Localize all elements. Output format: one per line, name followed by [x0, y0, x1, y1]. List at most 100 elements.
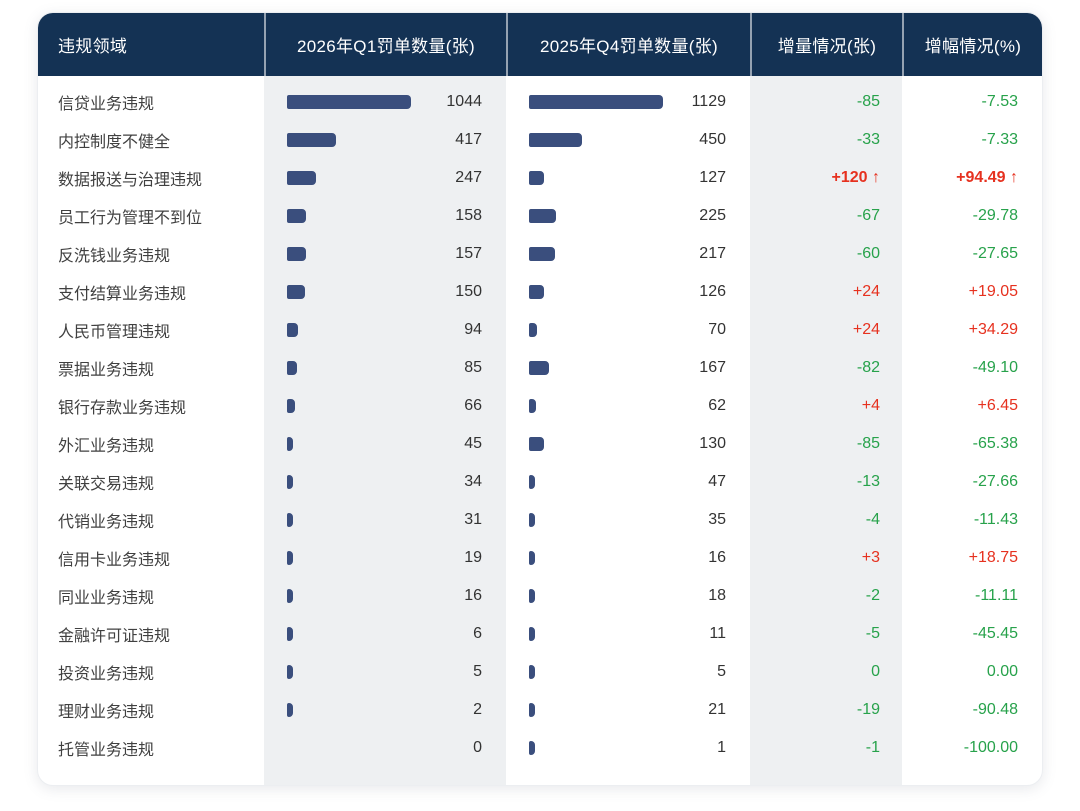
q4-value: 1129: [691, 93, 726, 110]
q4-bar: [529, 665, 535, 679]
q4-cell: 62: [506, 387, 750, 425]
q4-bar: [529, 171, 544, 185]
q1-bar: [287, 323, 298, 337]
q4-value: 70: [708, 321, 726, 338]
q4-bar: [529, 323, 537, 337]
q1-value: 417: [455, 131, 482, 148]
q4-bar: [529, 627, 535, 641]
row-label: 投资业务违规: [58, 666, 155, 683]
delta-column-stripe: [750, 76, 902, 785]
q1-bar: [287, 361, 297, 375]
q4-bar: [529, 513, 535, 527]
q1-cell: 16: [264, 577, 506, 615]
q1-value: 2: [473, 701, 482, 718]
table-row: 员工行为管理不到位 158 225 -67 -29.78: [38, 197, 1042, 235]
q4-value: 11: [709, 625, 726, 642]
table-row: 代销业务违规 31 35 -4 -11.43: [38, 501, 1042, 539]
q4-cell: 126: [506, 273, 750, 311]
table-row: 托管业务违规 0 1 -1 -100.00: [38, 729, 1042, 767]
row-label: 内控制度不健全: [58, 134, 171, 151]
table-row: 数据报送与治理违规 247 127 +120 ↑ +94.49 ↑: [38, 159, 1042, 197]
q1-cell: 6: [264, 615, 506, 653]
q4-value: 225: [699, 207, 726, 224]
row-label: 托管业务违规: [58, 742, 155, 759]
q4-cell: 21: [506, 691, 750, 729]
row-label: 外汇业务违规: [58, 438, 155, 455]
header-q1-count: 2026年Q1罚单数量(张): [264, 13, 506, 76]
row-label: 同业业务违规: [58, 590, 155, 607]
table-row: 理财业务违规 2 21 -19 -90.48: [38, 691, 1042, 729]
table-rows: 信贷业务违规 1044 1129 -85 -7.53 内控制度不健全 417 4…: [38, 83, 1042, 767]
q1-cell: 85: [264, 349, 506, 387]
q1-bar: [287, 133, 336, 147]
table-row: 人民币管理违规 94 70 +24 +34.29: [38, 311, 1042, 349]
q4-cell: 167: [506, 349, 750, 387]
q1-cell: 247: [264, 159, 506, 197]
delta-pct-value: -11.11: [975, 587, 1018, 604]
q4-bar: [529, 133, 582, 147]
q1-cell: 5: [264, 653, 506, 691]
row-label: 信贷业务违规: [58, 96, 155, 113]
q1-cell: 45: [264, 425, 506, 463]
delta-value: -1: [865, 739, 880, 756]
q1-cell: 94: [264, 311, 506, 349]
q4-cell: 11: [506, 615, 750, 653]
row-label: 票据业务违规: [58, 362, 155, 379]
q1-bar: [287, 475, 293, 489]
q1-bar: [287, 703, 293, 717]
q1-cell: 157: [264, 235, 506, 273]
delta-value: -85: [856, 93, 880, 110]
q1-cell: 0: [264, 729, 506, 767]
delta-value: +3: [861, 549, 880, 566]
delta-value: -67: [856, 207, 880, 224]
q1-bar: [287, 665, 293, 679]
q1-column-stripe: [264, 76, 506, 785]
q4-value: 47: [708, 473, 726, 490]
q4-bar: [529, 399, 536, 413]
delta-pct-value: 0.00: [986, 663, 1018, 680]
row-label: 支付结算业务违规: [58, 286, 187, 303]
q1-cell: 417: [264, 121, 506, 159]
header-delta: 增量情况(张): [750, 13, 902, 76]
delta-value: -60: [856, 245, 880, 262]
table-row: 同业业务违规 16 18 -2 -11.11: [38, 577, 1042, 615]
q4-cell: 47: [506, 463, 750, 501]
delta-value: -19: [856, 701, 880, 718]
q1-bar: [287, 209, 306, 223]
q1-value: 158: [455, 207, 482, 224]
delta-pct-value: +19.05: [968, 283, 1018, 300]
q4-cell: 18: [506, 577, 750, 615]
q4-value: 5: [717, 663, 726, 680]
q1-value: 94: [464, 321, 482, 338]
delta-value: +24: [852, 283, 880, 300]
q4-value: 1: [717, 739, 726, 756]
table-body: 信贷业务违规 1044 1129 -85 -7.53 内控制度不健全 417 4…: [38, 76, 1042, 785]
delta-pct-value: -7.33: [981, 131, 1018, 148]
delta-value: +4: [861, 397, 880, 414]
delta-pct-value: -29.78: [972, 207, 1018, 224]
q4-value: 217: [699, 245, 726, 262]
q4-value: 450: [699, 131, 726, 148]
q4-value: 62: [708, 397, 726, 414]
q1-cell: 1044: [264, 83, 506, 121]
q1-bar: [287, 285, 305, 299]
header-delta-pct: 增幅情况(%): [902, 13, 1042, 76]
delta-pct-value: -100.00: [963, 739, 1018, 756]
delta-value: +120 ↑: [831, 169, 880, 186]
row-label: 反洗钱业务违规: [58, 248, 171, 265]
q1-value: 31: [464, 511, 482, 528]
q1-cell: 2: [264, 691, 506, 729]
q4-bar: [529, 551, 535, 565]
q4-cell: 450: [506, 121, 750, 159]
q4-bar: [529, 209, 556, 223]
delta-pct-value: -65.38: [972, 435, 1018, 452]
penalty-comparison-table: 违规领域 2026年Q1罚单数量(张) 2025年Q4罚单数量(张) 增量情况(…: [37, 12, 1043, 786]
q1-value: 5: [473, 663, 482, 680]
delta-value: -33: [856, 131, 880, 148]
header-violation-field: 违规领域: [58, 37, 128, 56]
q4-bar: [529, 361, 549, 375]
delta-pct-value: +94.49 ↑: [956, 169, 1018, 186]
delta-pct-value: -90.48: [972, 701, 1018, 718]
q1-cell: 158: [264, 197, 506, 235]
q1-value: 34: [464, 473, 482, 490]
